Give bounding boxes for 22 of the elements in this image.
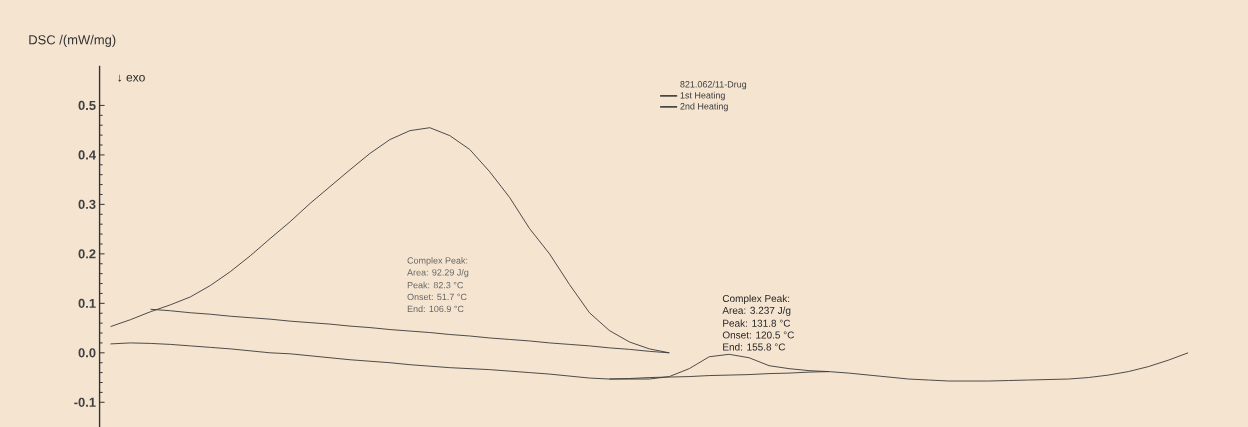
annotation: Peak: 131.8 °C — [723, 319, 791, 327]
annotation: ↓ exo — [118, 74, 145, 82]
y-tick-label: 0.1 — [78, 298, 96, 308]
y-tick-label: 0.4 — [78, 150, 96, 160]
annotation: Peak: 82.3 °C — [407, 281, 464, 289]
annotation: Onset: 120.5 °C — [722, 331, 794, 339]
annotation: End: 106.9 °C — [407, 305, 464, 313]
y-axis-title: DSC /(mW/mg) — [29, 34, 116, 47]
annotation: Area: 92.29 J/g — [407, 268, 469, 278]
annotation: Area: 3.237 J/g — [722, 306, 791, 316]
y-tick-label: -0.1 — [74, 397, 96, 407]
annotation: Complex Peak: — [722, 294, 790, 305]
y-tick-label: 0.5 — [78, 100, 96, 111]
annotation: Complex Peak: — [407, 257, 468, 266]
y-tick-label: 0.0 — [78, 348, 96, 358]
legend-label: 1st Heating — [680, 91, 725, 101]
y-tick-label: 0.3 — [78, 199, 96, 209]
annotation: End: 155.8 °C — [723, 343, 786, 351]
y-tick-label: 0.2 — [78, 249, 96, 259]
legend-title: 821.062/11-Drug — [680, 80, 747, 90]
annotation: Onset: 51.7 °C — [407, 293, 467, 301]
legend-label: 2nd Heating — [680, 102, 728, 112]
